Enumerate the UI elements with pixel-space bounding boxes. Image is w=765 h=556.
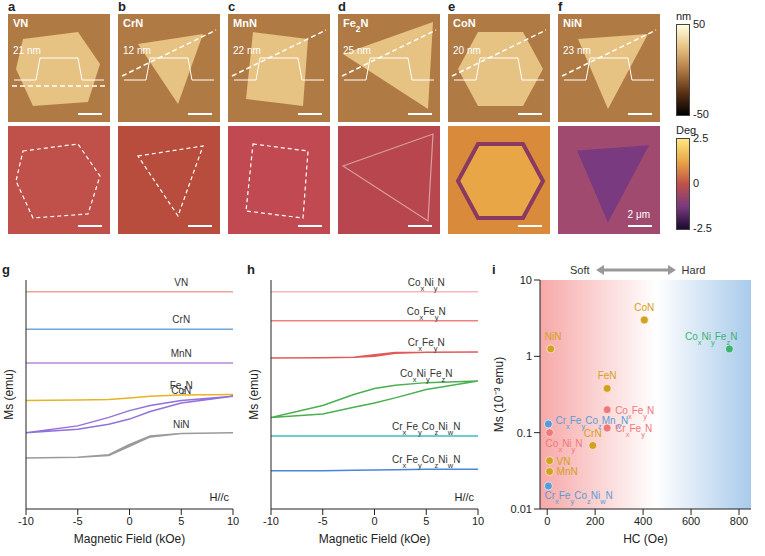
svg-text:2 μm: 2 μm xyxy=(628,209,650,220)
svg-text:CrxFeyCozNiwN: CrxFeyCozNiwN xyxy=(392,454,460,470)
html-text:0: 0 xyxy=(693,177,700,189)
svg-text:VN: VN xyxy=(174,277,188,288)
html-text:d: d xyxy=(338,0,346,14)
html-text:g: g xyxy=(2,262,10,277)
svg-text:200: 200 xyxy=(586,515,604,527)
svg-text:0: 0 xyxy=(126,515,132,527)
html-text:b: b xyxy=(118,0,126,14)
svg-text:Fe2N: Fe2N xyxy=(343,17,368,34)
svg-text:CoN: CoN xyxy=(453,17,476,29)
html-text:Soft: Soft xyxy=(570,264,590,276)
html-text:c: c xyxy=(228,0,236,14)
svg-text:800: 800 xyxy=(730,515,748,527)
svg-text:10: 10 xyxy=(520,274,532,286)
svg-text:VN: VN xyxy=(557,456,571,467)
svg-text:1: 1 xyxy=(526,350,532,362)
svg-text:5: 5 xyxy=(423,515,429,527)
svg-text:CoN: CoN xyxy=(634,302,654,313)
svg-text:Ms (10⁻³ emu): Ms (10⁻³ emu) xyxy=(492,357,506,432)
svg-text:CrxFeyCozNiwN: CrxFeyCozNiwN xyxy=(544,490,612,506)
svg-text:-5: -5 xyxy=(73,515,83,527)
svg-text:0: 0 xyxy=(544,515,550,527)
html-text:Deg: Deg xyxy=(676,124,697,136)
html-text:2.5: 2.5 xyxy=(693,132,709,144)
svg-text:23 nm: 23 nm xyxy=(563,45,591,56)
svg-text:10: 10 xyxy=(472,515,484,527)
svg-text:Magnetic Field (kOe): Magnetic Field (kOe) xyxy=(74,532,185,546)
html-text:50: 50 xyxy=(693,18,706,30)
html-text:H//c: H//c xyxy=(209,491,229,503)
svg-text:CoxFeyN: CoxFeyN xyxy=(407,306,446,322)
html-text:a: a xyxy=(8,0,16,14)
html-text:f: f xyxy=(558,0,563,14)
svg-text:0: 0 xyxy=(371,515,377,527)
svg-text:20 nm: 20 nm xyxy=(453,45,481,56)
svg-text:CoN: CoN xyxy=(171,385,191,396)
html-text:C oxF eyN: C oxF eyN xyxy=(615,404,655,421)
svg-text:NiN: NiN xyxy=(563,17,582,29)
html-text:C rxF eyC ozM nwN: C rxF eyC ozM nwN xyxy=(555,415,629,431)
svg-text:5: 5 xyxy=(178,515,184,527)
html-text:H//c: H//c xyxy=(454,491,474,503)
svg-text:FeN: FeN xyxy=(598,370,617,381)
svg-text:CoxNiyN: CoxNiyN xyxy=(408,277,445,293)
html-text:e: e xyxy=(448,0,456,14)
svg-text:CrN: CrN xyxy=(172,314,190,325)
svg-text:CrN: CrN xyxy=(584,428,602,439)
svg-text:NiN: NiN xyxy=(173,419,190,430)
html-text:C rxF eyN: C rxF eyN xyxy=(615,423,653,439)
svg-text:25 nm: 25 nm xyxy=(343,45,371,56)
html-text:-2.5: -2.5 xyxy=(693,222,712,234)
svg-text:CoxNiyFezN: CoxNiyFezN xyxy=(400,368,452,384)
svg-text:22 nm: 22 nm xyxy=(233,45,261,56)
svg-text:Magnetic Field (kOe): Magnetic Field (kOe) xyxy=(319,532,430,546)
svg-text:CrN: CrN xyxy=(123,17,143,29)
svg-text:Ms (emu): Ms (emu) xyxy=(2,369,16,420)
svg-text:CrxFeyCozNiwN: CrxFeyCozNiwN xyxy=(392,421,460,437)
svg-text:CoxNiyFezN: CoxNiyFezN xyxy=(685,331,737,347)
html-text:h: h xyxy=(247,262,255,277)
svg-text:CrxFeyN: CrxFeyN xyxy=(408,337,445,353)
svg-text:-5: -5 xyxy=(318,515,328,527)
svg-text:Ms (emu): Ms (emu) xyxy=(247,369,261,420)
svg-text:12 nm: 12 nm xyxy=(123,45,151,56)
svg-text:VN: VN xyxy=(13,17,28,29)
svg-text:MnN: MnN xyxy=(557,466,578,477)
svg-text:MnN: MnN xyxy=(233,17,257,29)
html-text:nm: nm xyxy=(676,10,692,22)
html-text:-50: -50 xyxy=(693,108,709,120)
svg-text:NiN: NiN xyxy=(545,331,562,342)
svg-text:21 nm: 21 nm xyxy=(13,45,41,56)
svg-text:-10: -10 xyxy=(263,515,279,527)
html-text:Hard: Hard xyxy=(681,264,706,276)
svg-text:0.01: 0.01 xyxy=(511,503,532,515)
svg-text:400: 400 xyxy=(634,515,652,527)
svg-text:0.1: 0.1 xyxy=(517,427,532,439)
svg-text:CoxNiyN: CoxNiyN xyxy=(546,438,583,454)
svg-text:10: 10 xyxy=(227,515,239,527)
svg-text:-10: -10 xyxy=(18,515,34,527)
svg-text:600: 600 xyxy=(682,515,700,527)
svg-text:HC (Oe): HC (Oe) xyxy=(623,532,668,546)
html-text:i: i xyxy=(492,262,496,277)
svg-text:Fe2N: Fe2N xyxy=(170,380,193,396)
svg-text:MnN: MnN xyxy=(171,348,192,359)
